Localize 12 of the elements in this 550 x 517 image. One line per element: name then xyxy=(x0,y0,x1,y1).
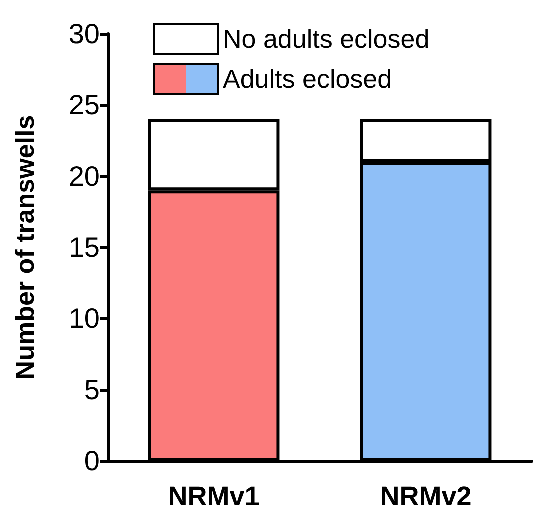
y-tick-label: 20 xyxy=(68,160,100,192)
x-tick-label: NRMv1 xyxy=(168,482,260,512)
x-tick-label: NRMv2 xyxy=(380,482,472,512)
legend-label: No adults eclosed xyxy=(223,24,430,54)
y-tick-label: 10 xyxy=(68,303,100,334)
y-tick-label: 15 xyxy=(68,232,100,263)
legend-label: Adults eclosed xyxy=(223,64,392,94)
y-tick-label: 5 xyxy=(84,374,100,406)
y-axis-title: Number of transwells xyxy=(10,115,40,380)
y-tick-label: 25 xyxy=(68,90,100,121)
y-tick-label: 30 xyxy=(68,18,100,50)
y-tick-label: 0 xyxy=(84,446,100,476)
